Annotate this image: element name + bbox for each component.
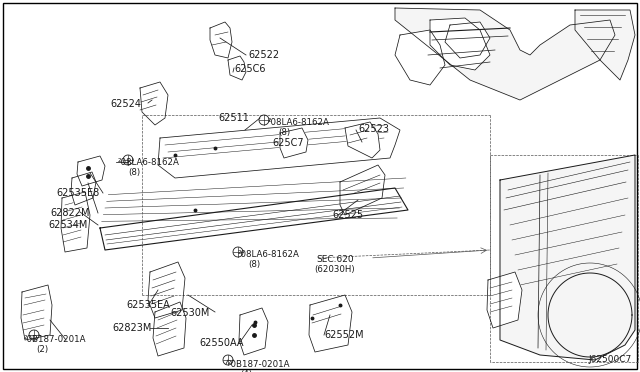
Text: 62524: 62524 (110, 99, 141, 109)
Polygon shape (575, 10, 635, 80)
Polygon shape (228, 56, 246, 80)
Polygon shape (61, 192, 90, 252)
Polygon shape (500, 155, 635, 360)
Text: 62530M: 62530M (170, 308, 209, 318)
Text: 62535E8: 62535E8 (56, 188, 99, 198)
Polygon shape (77, 156, 105, 186)
Text: ²08LA6-8162A: ²08LA6-8162A (238, 250, 300, 259)
Polygon shape (445, 22, 490, 58)
Text: 62511: 62511 (218, 113, 249, 123)
Text: (8): (8) (128, 168, 140, 177)
Text: SEC.620: SEC.620 (316, 255, 354, 264)
Polygon shape (345, 122, 380, 158)
Polygon shape (153, 302, 186, 356)
Text: ²08LA6-8162A: ²08LA6-8162A (118, 158, 180, 167)
Text: (8): (8) (248, 260, 260, 269)
Text: 62523: 62523 (358, 124, 389, 134)
Text: 62534M: 62534M (48, 220, 88, 230)
Polygon shape (21, 285, 52, 340)
Text: 62535EA: 62535EA (126, 300, 170, 310)
Text: (4): (4) (240, 370, 252, 372)
Text: ²0B187-0201A: ²0B187-0201A (228, 360, 291, 369)
Text: 62522: 62522 (248, 50, 279, 60)
Polygon shape (210, 22, 232, 58)
Text: ²08LA6-8162A: ²08LA6-8162A (268, 118, 330, 127)
Text: (8): (8) (278, 128, 290, 137)
Polygon shape (239, 308, 268, 355)
Text: ²0B187-0201A: ²0B187-0201A (24, 335, 86, 344)
Polygon shape (140, 82, 168, 125)
Text: (2): (2) (36, 345, 48, 354)
Text: 62822M: 62822M (50, 208, 90, 218)
Polygon shape (395, 8, 615, 100)
Text: J62500C7: J62500C7 (589, 355, 632, 364)
Polygon shape (395, 30, 445, 85)
Polygon shape (280, 128, 308, 158)
Polygon shape (71, 172, 96, 205)
Polygon shape (158, 118, 400, 178)
Text: 625C6: 625C6 (234, 64, 266, 74)
Polygon shape (148, 262, 185, 318)
Text: 62823M: 62823M (112, 323, 152, 333)
Text: 62552M: 62552M (324, 330, 364, 340)
Text: 62525: 62525 (332, 210, 363, 220)
Polygon shape (340, 165, 385, 215)
Polygon shape (430, 18, 490, 70)
Text: 625C7: 625C7 (272, 138, 303, 148)
Text: (62030H): (62030H) (314, 265, 355, 274)
Polygon shape (100, 188, 408, 250)
Text: 62550AA: 62550AA (199, 338, 243, 348)
Polygon shape (309, 295, 352, 352)
Polygon shape (487, 272, 522, 328)
